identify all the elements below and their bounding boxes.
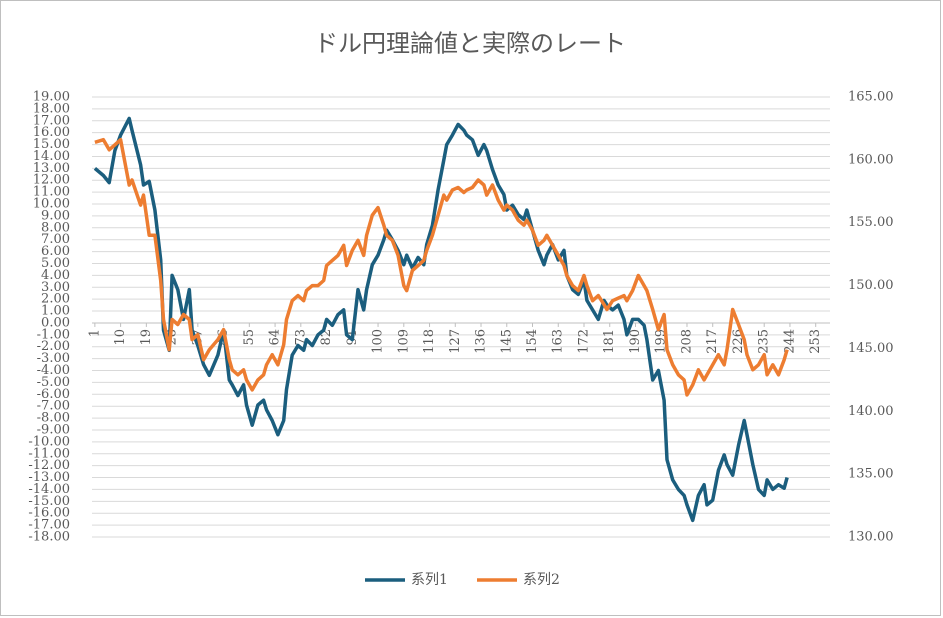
y2-tick-label: 160.00 [848,152,894,167]
legend-label: 系列1 [411,572,448,588]
y-tick-label: 1.00 [41,304,70,319]
y-tick-label: 10.00 [33,197,70,212]
y-tick-label: -15.00 [28,494,70,509]
chart-title: ドル円理論値と実際のレート [314,30,626,58]
y-tick-label: -4.00 [37,363,70,378]
y-tick-label: 19.00 [33,90,70,105]
x-tick-label: 163 [551,329,566,354]
y-tick-label: -5.00 [37,375,70,390]
y-tick-label: 8.00 [41,220,70,235]
y-tick-label: -6.00 [37,387,70,402]
y2-tick-label: 130.00 [848,530,894,545]
x-tick-label: 145 [499,329,514,354]
x-tick-label: 19 [139,329,154,346]
y2-tick-label: 150.00 [848,278,894,293]
y2-tick-label: 165.00 [848,90,894,105]
legend-label: 系列2 [523,572,560,588]
y-tick-label: 6.00 [41,244,70,259]
y-tick-label: 4.00 [41,268,70,283]
y2-tick-label: 140.00 [848,404,894,419]
y-tick-label: 9.00 [41,208,70,223]
x-tick-label: 253 [808,329,823,354]
y-tick-label: -2.00 [37,339,70,354]
x-tick-label: 118 [422,329,437,354]
x-tick-label: 127 [448,329,463,354]
y-tick-label: -10.00 [28,434,70,449]
y-tick-label: 7.00 [41,232,70,247]
y-tick-label: -3.00 [37,351,70,366]
y-tick-label: 2.00 [41,292,70,307]
y-tick-label: -8.00 [37,411,70,426]
series-line [94,137,789,397]
x-tick-label: 217 [705,329,720,354]
x-tick-label: 100 [371,329,386,354]
x-tick-label: 244 [782,329,797,354]
x-tick-label: 208 [679,329,694,354]
y-tick-label: -1.00 [37,327,70,342]
y-tick-label: 14.00 [33,149,70,164]
x-tick-label: 154 [525,329,540,354]
x-tick-label: 109 [396,329,411,354]
x-tick-label: 64 [268,329,283,346]
y-tick-label: -18.00 [28,530,70,545]
y-tick-label: 15.00 [33,137,70,152]
y-tick-label: 16.00 [33,125,70,140]
x-tick-label: 190 [628,329,643,354]
x-tick-label: 55 [242,329,257,346]
y-tick-label: -16.00 [28,506,70,521]
y-tick-label: -7.00 [37,399,70,414]
y2-tick-label: 155.00 [848,215,894,230]
y-tick-label: -9.00 [37,422,70,437]
x-tick-label: 172 [577,329,592,354]
y-tick-label: 12.00 [33,173,70,188]
y2-tick-label: 145.00 [848,341,894,356]
y-tick-label: -12.00 [28,458,70,473]
y-tick-label: 5.00 [41,256,70,271]
y-tick-label: -11.00 [28,446,70,461]
y-tick-label: 18.00 [33,101,70,116]
series-line [93,116,789,523]
x-tick-label: 10 [113,329,128,346]
x-tick-label: 1 [87,329,102,337]
y-tick-label: 11.00 [33,185,70,200]
x-tick-label: 136 [474,329,489,354]
y-tick-label: -13.00 [28,470,70,485]
y2-tick-label: 135.00 [848,467,894,482]
y-tick-label: 0.00 [41,315,70,330]
y-tick-label: 3.00 [41,280,70,295]
y-tick-label: 13.00 [33,161,70,176]
x-tick-label: 235 [757,329,772,354]
y-tick-label: -14.00 [28,482,70,497]
x-tick-label: 181 [602,329,617,354]
y-tick-label: -17.00 [28,518,70,533]
y-tick-label: 17.00 [33,113,70,128]
